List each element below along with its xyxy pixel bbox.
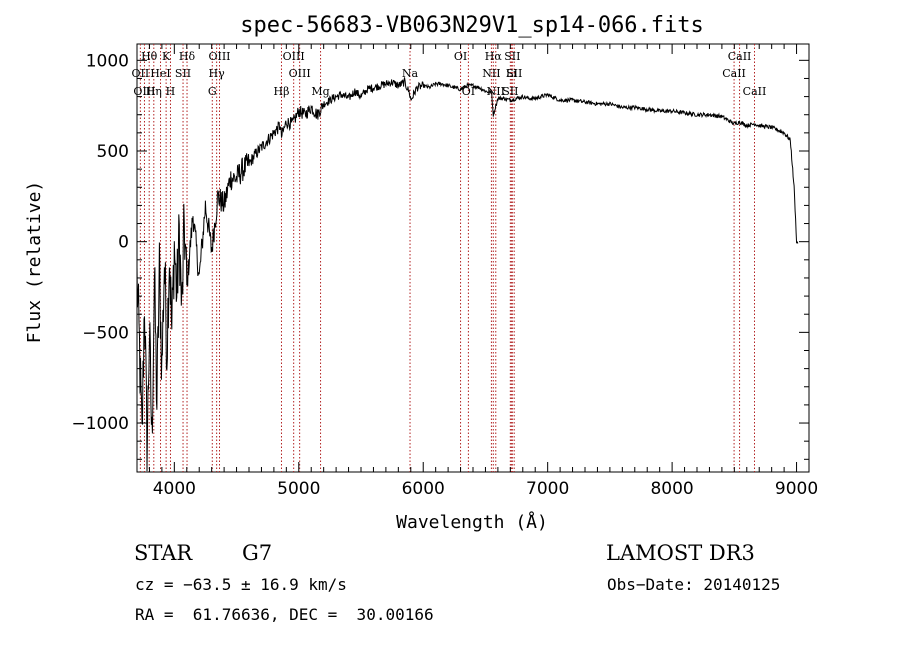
line-label-25: SII <box>502 85 518 98</box>
line-label-6: H <box>166 85 176 98</box>
object-subclass: G7 <box>242 541 272 565</box>
x-axis-ticks: 4000 5000 6000 7000 8000 9000 <box>136 44 818 499</box>
y-tick-label: 500 <box>97 142 129 162</box>
line-label-13: OIII <box>289 67 311 80</box>
y-tick-label: 0 <box>118 233 129 253</box>
line-label-19: Hα <box>485 50 503 63</box>
x-tick-label: 8000 <box>650 479 693 499</box>
x-tick-label: 5000 <box>277 479 320 499</box>
flux-line <box>136 76 799 472</box>
spectral-line-markers <box>139 44 755 472</box>
line-label-2: OIII <box>133 85 155 98</box>
x-axis-label: Wavelength (Å) <box>396 511 548 533</box>
x-tick-label: 4000 <box>153 479 196 499</box>
line-label-0: Hθ <box>141 50 158 63</box>
line-label-26: CaII <box>728 50 752 63</box>
line-label-1: OII <box>132 67 150 80</box>
line-label-10: Hγ <box>209 67 226 80</box>
line-label-15: Mg <box>311 85 329 98</box>
line-label-23: SII <box>506 67 522 80</box>
line-label-12: OIII <box>283 50 305 63</box>
y-axis-label: Flux (relative) <box>24 181 45 344</box>
redshift-cz: cz = −63.5 ± 16.9 km/s <box>135 575 347 594</box>
line-label-14: Hβ <box>274 85 290 98</box>
line-label-11: G <box>208 85 217 98</box>
line-label-27: CaII <box>722 67 746 80</box>
survey-name: LAMOST DR3 <box>606 541 755 565</box>
y-tick-label: −500 <box>82 323 129 343</box>
coordinates: RA = 61.76636, DEC = 30.00166 <box>135 605 434 624</box>
object-class: STAR <box>134 541 193 565</box>
line-label-5: Hη <box>146 85 162 98</box>
line-label-20: NII <box>482 67 500 80</box>
line-label-24: Li <box>506 67 517 80</box>
plot-frame <box>136 43 810 473</box>
line-label-17: OI <box>454 50 467 63</box>
line-label-7: SII <box>175 67 191 80</box>
chart-title: spec-56683-VB063N29V1_sp14-066.fits <box>240 13 704 38</box>
line-label-22: SII <box>504 50 520 63</box>
line-label-9: OIII <box>208 50 230 63</box>
x-tick-label: 7000 <box>526 479 569 499</box>
line-label-3: K <box>162 50 171 63</box>
y-axis-ticks: 1000 500 0 −500 −1000 <box>71 51 809 460</box>
y-tick-label: 1000 <box>86 51 129 71</box>
line-label-4: HeI <box>150 67 170 80</box>
spectrum-series <box>136 76 799 472</box>
line-label-8: Hδ <box>179 50 196 63</box>
y-tick-label: −1000 <box>71 414 129 434</box>
x-tick-label: 6000 <box>402 479 445 499</box>
line-label-28: CaII <box>743 85 767 98</box>
line-label-21: NII <box>487 85 505 98</box>
line-label-18: OI <box>462 85 475 98</box>
line-label-16: Na <box>402 67 419 80</box>
obs-date: Obs−Date: 20140125 <box>607 575 780 594</box>
spectral-line-labels: Hθ OII OIII K HeI Hη H SII Hδ OIII Hγ G OIII OIII Hβ Mg… <box>132 50 767 98</box>
x-tick-label: 9000 <box>775 479 818 499</box>
